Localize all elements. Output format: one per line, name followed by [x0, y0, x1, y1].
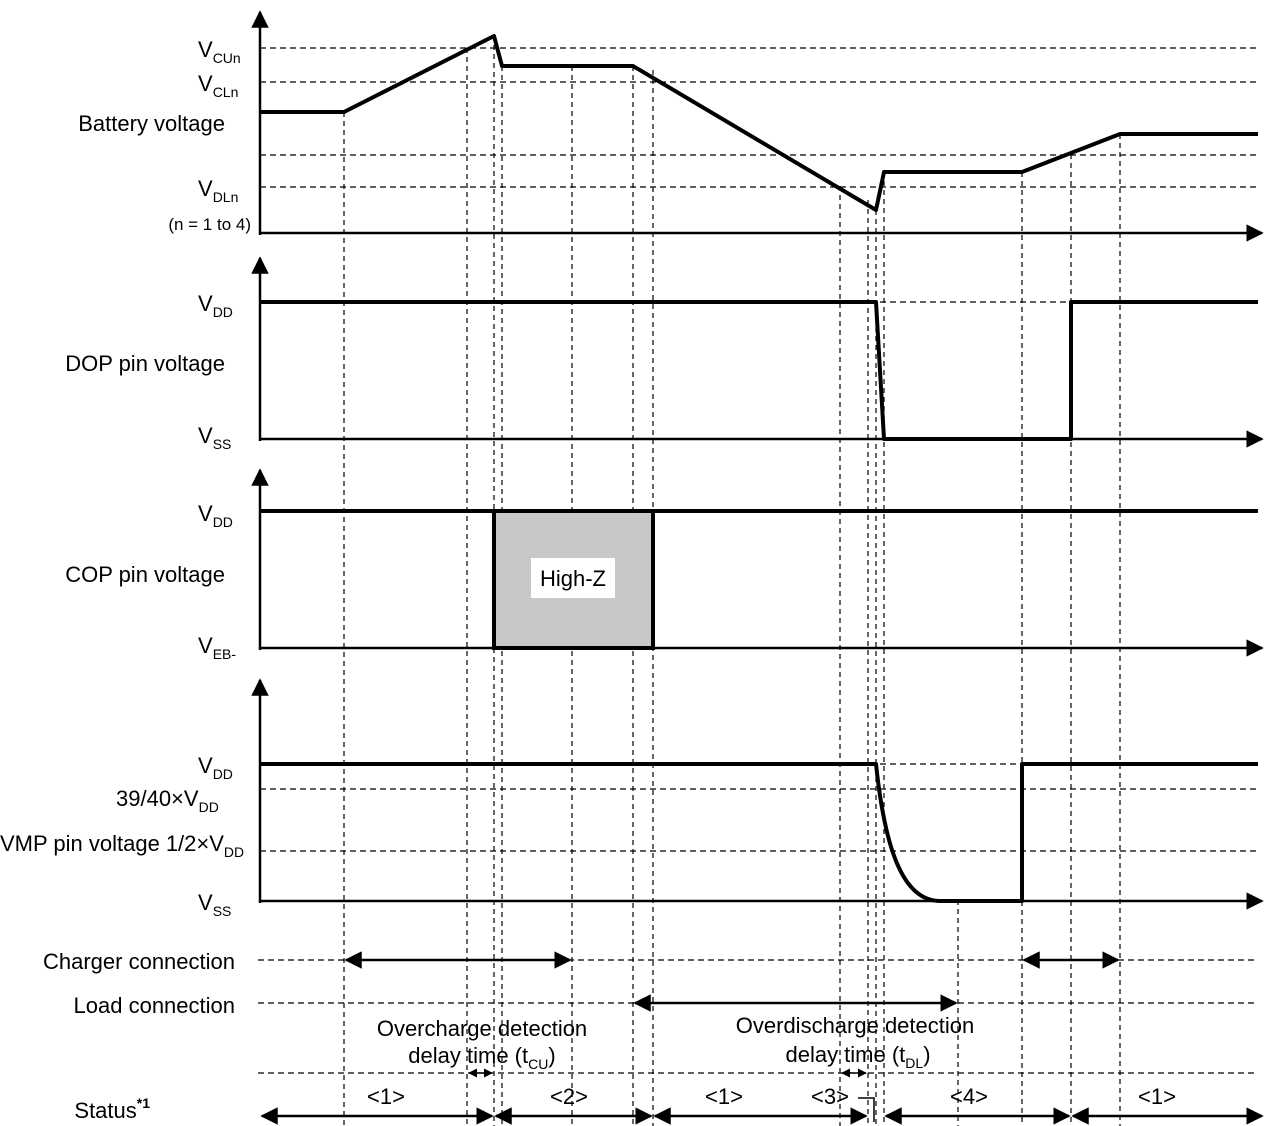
cop-vdd-label: VDD: [198, 501, 233, 530]
n-range-note: (n = 1 to 4): [168, 215, 251, 234]
vmp-pin-voltage-label: VMP pin voltage 1/2×VDD: [0, 831, 244, 860]
status-state-4: <3>: [811, 1084, 849, 1109]
cop-pin-voltage-label: COP pin voltage: [65, 562, 225, 587]
vmp-vss-label: VSS: [198, 890, 231, 919]
dop-vss-label: VSS: [198, 423, 231, 452]
overdischarge-delay-line2: delay time (tDL): [785, 1042, 930, 1071]
high-z-label-bg: [531, 558, 615, 598]
high-z-label: High-Z: [540, 566, 606, 591]
charger-connection-label: Charger connection: [43, 949, 235, 974]
cop-voltage-panel: High-Z VDD COP pin voltage VEB-: [65, 468, 1264, 662]
dop-pin-voltage-label: DOP pin voltage: [65, 351, 225, 376]
load-connection-label: Load connection: [74, 993, 235, 1018]
vmp-vdd-label: VDD: [198, 753, 233, 782]
vdl-label: VDLn: [198, 176, 238, 205]
vcl-label: VCLn: [198, 71, 238, 100]
overdischarge-delay-line1: Overdischarge detection: [736, 1013, 974, 1038]
status-state-1: <1>: [367, 1084, 405, 1109]
dop-voltage-panel: VDD DOP pin voltage VSS: [65, 256, 1264, 452]
overcharge-delay-line2: delay time (tCU): [408, 1043, 555, 1072]
vmp-voltage-trace: [260, 762, 1258, 903]
status-state-3: <1>: [705, 1084, 743, 1109]
status-row: Status*1 <1> <2> <1> <3> <4> <1>: [74, 1084, 1264, 1125]
charger-connection-row: Charger connection: [43, 949, 1258, 974]
overcharge-delay-line1: Overcharge detection: [377, 1016, 587, 1041]
status-state-5: <4>: [950, 1084, 988, 1109]
vcu-label: VCUn: [198, 37, 241, 66]
delay-annotations: Overcharge detection delay time (tCU) Ov…: [258, 1013, 1258, 1078]
load-connection-row: Load connection: [74, 993, 1258, 1018]
battery-voltage-trace: [260, 34, 1258, 212]
status-state-4-pointer: [858, 1097, 875, 1122]
status-state-2: <2>: [550, 1084, 588, 1109]
vmp-3940-label: 39/40×VDD: [116, 786, 219, 815]
status-label: Status*1: [74, 1095, 150, 1123]
time-markers: [343, 36, 1121, 1126]
battery-voltage-label: Battery voltage: [78, 111, 225, 136]
battery-voltage-panel: VCUn VCLn Battery voltage VDLn (n = 1 to…: [78, 10, 1264, 242]
vmp-voltage-panel: VDD 39/40×VDD VMP pin voltage 1/2×VDD VSS: [0, 678, 1264, 919]
cop-veb-label: VEB-: [198, 633, 236, 662]
dop-voltage-trace: [260, 300, 1258, 441]
status-state-6: <1>: [1138, 1084, 1176, 1109]
dop-vdd-label: VDD: [198, 291, 233, 320]
